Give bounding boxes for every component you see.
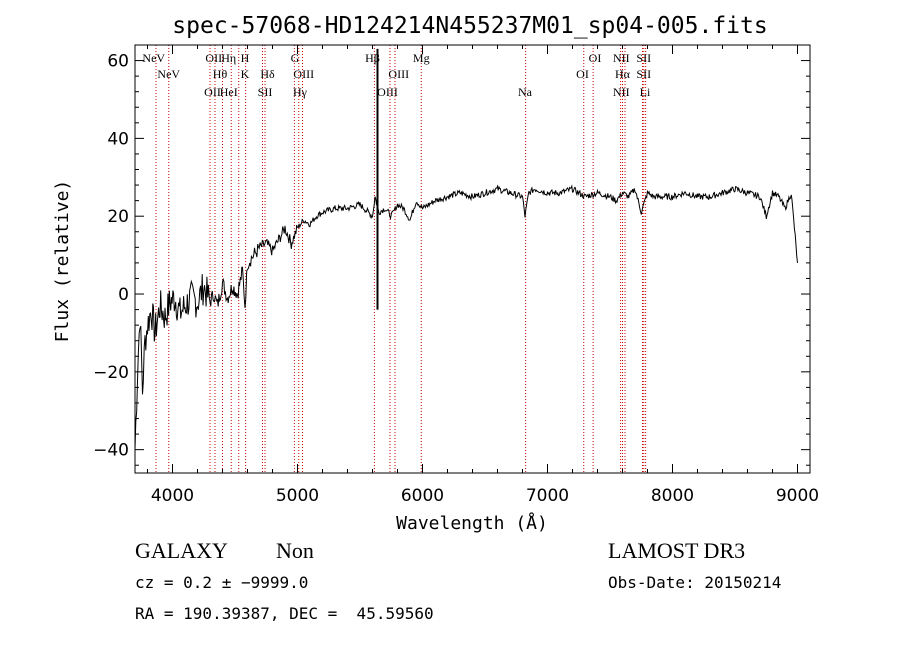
- plot-frame: [134, 44, 811, 474]
- emission-line-label: NeV: [157, 67, 180, 81]
- x-axis-label: Wavelength (Å): [396, 512, 548, 534]
- x-tick-label: 6000: [401, 486, 444, 506]
- x-tick-label: 9000: [776, 486, 819, 506]
- object-class: GALAXY: [135, 538, 228, 563]
- x-tick-label: 8000: [651, 486, 694, 506]
- emission-line-label: Hβ: [365, 51, 380, 65]
- x-tick-label: 7000: [526, 486, 569, 506]
- emission-line-label: G: [291, 51, 300, 65]
- y-tick-label: 60: [107, 52, 129, 72]
- emission-line-label: NII: [613, 85, 630, 99]
- emission-line-label: OII: [204, 85, 221, 99]
- emission-line-label: Hη: [221, 51, 236, 65]
- emission-line-label: OII: [205, 51, 222, 65]
- y-axis-ticks: −40 −20 0 20 40 60: [93, 44, 810, 466]
- emission-line-label: Mg: [413, 51, 430, 65]
- emission-line-label: H: [241, 51, 250, 65]
- emission-line-label: Hγ: [293, 85, 308, 99]
- emission-line-label: OI: [576, 67, 589, 81]
- emission-line-markers: [155, 45, 647, 473]
- emission-line-label: SII: [636, 67, 651, 81]
- coordinates: RA = 190.39387, DEC = 45.59560: [135, 604, 434, 623]
- emission-line-label: K: [241, 67, 250, 81]
- emission-line-label: Hα: [615, 67, 631, 81]
- y-axis-label: Flux (relative): [52, 180, 73, 343]
- chart-title: spec-57068-HD124214N455237M01_sp04-005.f…: [172, 13, 767, 39]
- emission-line-label: Li: [640, 85, 651, 99]
- spectrum-line: [134, 184, 798, 451]
- emission-line-label: OIII: [388, 67, 409, 81]
- emission-line-label: Hθ: [213, 67, 228, 81]
- emission-line-label: Hδ: [260, 67, 275, 81]
- emission-line-label: OIII: [293, 67, 314, 81]
- emission-line-label: OIII: [377, 85, 398, 99]
- y-tick-label: 0: [118, 285, 129, 305]
- x-tick-label: 5000: [276, 486, 319, 506]
- emission-line-label: HeI: [220, 85, 238, 99]
- spectrum-series: [134, 184, 798, 451]
- emission-line-label: NII: [613, 51, 630, 65]
- survey-name: LAMOST DR3: [608, 538, 746, 563]
- y-tick-label: −40: [93, 441, 129, 461]
- x-axis-ticks: 4000 5000 6000 7000 8000 9000: [147, 45, 819, 506]
- emission-line-label: OI: [589, 51, 602, 65]
- redshift-cz: cz = 0.2 ± −9999.0: [135, 573, 309, 592]
- object-subclass: Non: [276, 538, 314, 563]
- x-tick-label: 4000: [151, 486, 194, 506]
- observation-date: Obs-Date: 20150214: [608, 573, 782, 592]
- y-tick-label: −20: [93, 363, 129, 383]
- y-tick-label: 20: [107, 207, 129, 227]
- emission-line-label: Na: [518, 85, 533, 99]
- y-tick-label: 40: [107, 129, 129, 149]
- emission-line-label: SII: [636, 51, 651, 65]
- emission-line-label: SII: [258, 85, 273, 99]
- emission-line-label: NeV: [142, 51, 165, 65]
